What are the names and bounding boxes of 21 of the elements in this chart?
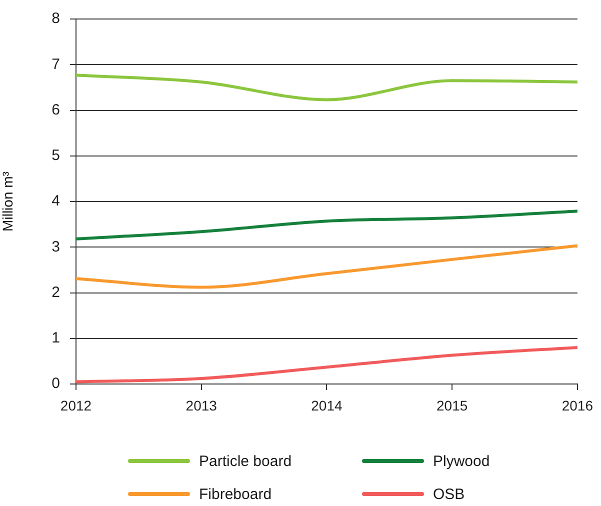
y-tick-label: 0 <box>52 375 60 392</box>
line-series <box>76 74 578 102</box>
y-tick-label: 6 <box>52 101 60 118</box>
y-axis-title: Million m³ <box>0 171 16 232</box>
y-tick-label: 4 <box>52 192 60 210</box>
line-series <box>76 210 578 240</box>
x-tick-label: 2014 <box>311 397 342 414</box>
x-tick-label: 2016 <box>562 397 594 414</box>
x-tick-label: 2012 <box>60 397 92 414</box>
legend-label: OSB <box>433 486 465 502</box>
x-tick-label: 2013 <box>186 397 218 414</box>
legend-label: Fibreboard <box>199 486 272 502</box>
y-tick-label: 1 <box>52 330 60 347</box>
legend-label: Plywood <box>433 452 490 470</box>
x-tick-label: 2015 <box>436 397 468 414</box>
y-tick-label: 8 <box>52 10 60 28</box>
y-tick-label: 5 <box>52 147 60 164</box>
y-tick-label: 2 <box>52 284 60 301</box>
legend-label: Particle board <box>199 452 292 470</box>
y-tick-label: 7 <box>52 56 60 73</box>
y-tick-label: 3 <box>52 238 60 256</box>
